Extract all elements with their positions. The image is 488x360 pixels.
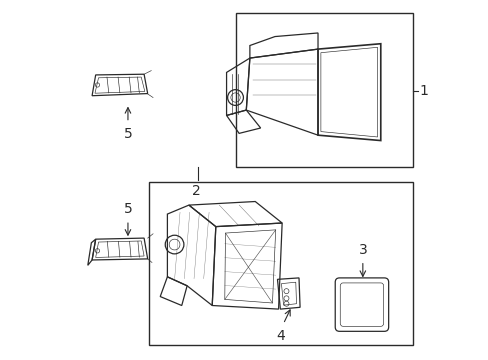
Text: 5: 5: [123, 127, 132, 141]
Text: 1: 1: [419, 84, 427, 98]
Text: 5: 5: [123, 202, 132, 216]
Bar: [235, 13, 412, 167]
Text: 2: 2: [191, 184, 200, 198]
Bar: [149, 182, 412, 345]
Text: 3: 3: [358, 243, 366, 257]
Text: 4: 4: [275, 329, 284, 343]
